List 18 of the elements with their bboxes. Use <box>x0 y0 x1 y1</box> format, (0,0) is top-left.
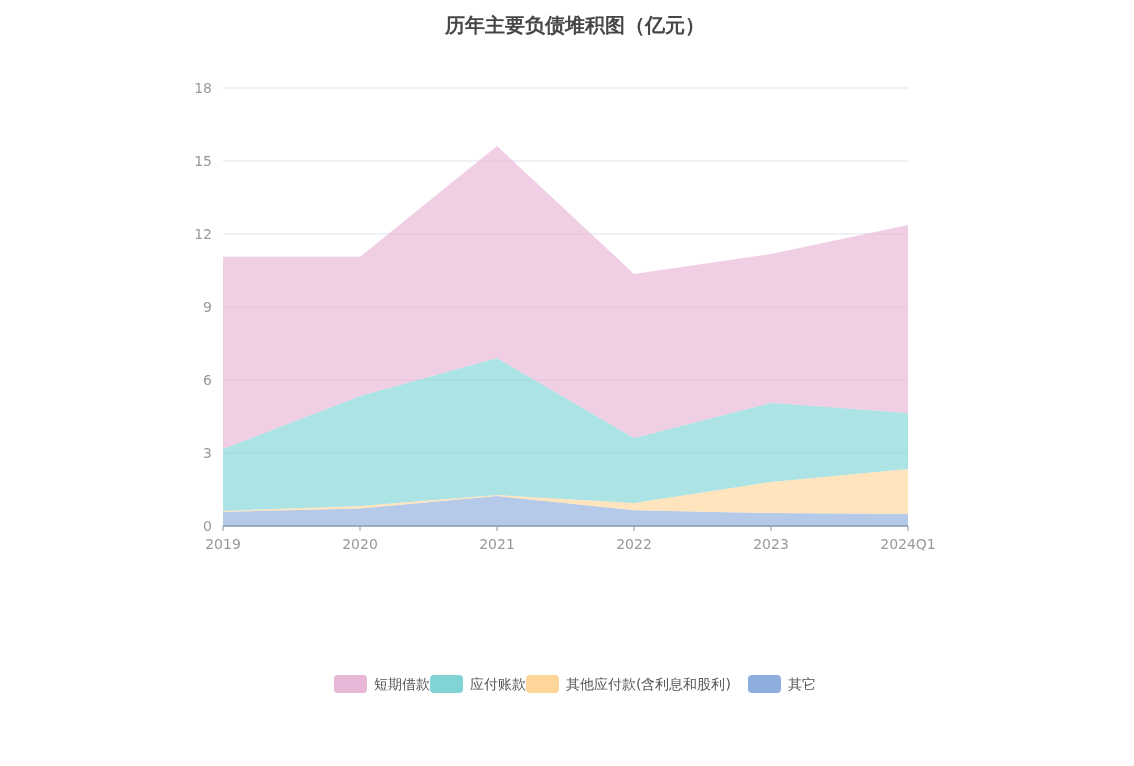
y-tick-label: 6 <box>203 371 213 388</box>
y-tick-label: 3 <box>203 444 212 461</box>
x-tick-label: 2022 <box>616 536 652 552</box>
y-tick-label: 18 <box>194 79 212 96</box>
chart-title: 历年主要负债堆积图（亿元） <box>444 13 705 37</box>
y-tick-label: 15 <box>194 152 212 169</box>
y-tick-label: 0 <box>203 517 212 534</box>
x-tick-label: 2023 <box>753 536 789 552</box>
y-tick-label: 12 <box>194 225 212 242</box>
legend-label: 其他应付款(含利息和股利) <box>566 675 731 692</box>
legend-label: 应付账款 <box>470 675 526 692</box>
x-tick-label: 2024Q1 <box>880 536 936 552</box>
legend-label: 其它 <box>788 675 816 692</box>
y-tick-label: 9 <box>203 298 212 315</box>
x-tick-label: 2021 <box>479 536 515 552</box>
legend-label: 短期借款 <box>374 675 430 692</box>
x-tick-label: 2020 <box>342 536 378 552</box>
x-tick-label: 2019 <box>205 536 241 552</box>
